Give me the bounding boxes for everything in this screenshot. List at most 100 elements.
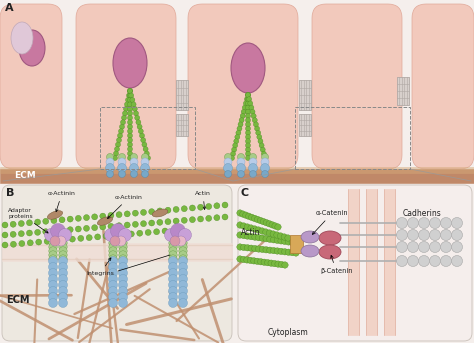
Circle shape: [396, 229, 408, 240]
Circle shape: [168, 269, 177, 277]
Circle shape: [246, 97, 252, 102]
Text: Adaptor
proteins: Adaptor proteins: [8, 208, 48, 233]
Ellipse shape: [47, 211, 63, 219]
Circle shape: [248, 225, 254, 231]
Circle shape: [118, 228, 131, 241]
Circle shape: [59, 227, 65, 233]
Circle shape: [120, 120, 126, 125]
Circle shape: [246, 93, 250, 97]
Circle shape: [140, 210, 146, 215]
Circle shape: [246, 151, 250, 156]
Circle shape: [165, 219, 171, 225]
Circle shape: [2, 242, 8, 248]
Circle shape: [240, 244, 247, 251]
Circle shape: [179, 293, 188, 301]
Circle shape: [58, 293, 67, 301]
Circle shape: [48, 257, 57, 265]
Circle shape: [396, 241, 408, 252]
Circle shape: [248, 101, 253, 106]
Circle shape: [169, 255, 177, 263]
Circle shape: [173, 206, 179, 212]
Bar: [366, 189, 377, 335]
Bar: [176, 114, 188, 136]
Circle shape: [440, 217, 452, 228]
Circle shape: [128, 124, 133, 129]
Circle shape: [293, 240, 299, 246]
Circle shape: [272, 260, 278, 267]
Circle shape: [169, 251, 177, 259]
Circle shape: [27, 230, 32, 236]
Circle shape: [112, 155, 118, 161]
Circle shape: [285, 235, 291, 241]
Circle shape: [10, 241, 17, 247]
Circle shape: [56, 236, 66, 246]
Circle shape: [267, 236, 273, 243]
Circle shape: [157, 219, 163, 225]
Circle shape: [128, 129, 133, 134]
Circle shape: [95, 234, 100, 240]
Circle shape: [169, 243, 177, 251]
Circle shape: [135, 115, 140, 120]
Bar: [348, 189, 359, 335]
Circle shape: [128, 106, 133, 111]
Circle shape: [10, 221, 16, 227]
Circle shape: [248, 245, 255, 251]
Circle shape: [35, 229, 41, 235]
Circle shape: [59, 243, 67, 251]
Circle shape: [49, 243, 57, 251]
Circle shape: [173, 218, 179, 224]
Circle shape: [257, 134, 262, 140]
Circle shape: [137, 230, 143, 236]
Circle shape: [244, 257, 250, 263]
Circle shape: [246, 101, 250, 106]
Text: Actin: Actin: [241, 228, 261, 237]
Circle shape: [49, 255, 57, 263]
Circle shape: [260, 218, 266, 225]
Circle shape: [130, 158, 138, 166]
Circle shape: [109, 281, 118, 289]
Circle shape: [111, 233, 118, 238]
Circle shape: [408, 256, 419, 267]
Circle shape: [225, 154, 231, 161]
Circle shape: [130, 170, 137, 177]
Circle shape: [229, 155, 235, 161]
Circle shape: [128, 97, 133, 103]
Circle shape: [48, 262, 57, 272]
Circle shape: [134, 111, 138, 116]
Circle shape: [251, 114, 256, 118]
Circle shape: [222, 202, 228, 208]
Bar: [2, 243, 232, 261]
Circle shape: [251, 258, 257, 264]
Circle shape: [19, 240, 25, 247]
Bar: [176, 80, 188, 110]
Circle shape: [67, 227, 73, 233]
Circle shape: [259, 235, 265, 241]
Circle shape: [181, 217, 187, 223]
Circle shape: [78, 235, 84, 241]
Text: ECM: ECM: [14, 172, 36, 180]
Bar: [299, 80, 311, 110]
Circle shape: [109, 251, 117, 259]
Circle shape: [190, 217, 195, 223]
Circle shape: [119, 251, 127, 259]
Circle shape: [251, 215, 258, 222]
Circle shape: [275, 261, 281, 267]
Circle shape: [118, 257, 128, 265]
Circle shape: [257, 259, 264, 265]
Text: α-Catenin: α-Catenin: [312, 210, 348, 234]
Circle shape: [254, 258, 261, 264]
Circle shape: [50, 236, 60, 246]
Circle shape: [164, 228, 177, 241]
Circle shape: [237, 158, 245, 166]
Circle shape: [198, 216, 203, 222]
Circle shape: [118, 286, 128, 296]
Circle shape: [255, 216, 261, 223]
Circle shape: [268, 260, 274, 267]
Circle shape: [124, 211, 130, 217]
Circle shape: [58, 269, 67, 277]
Circle shape: [109, 293, 118, 301]
Circle shape: [244, 224, 251, 230]
Circle shape: [270, 247, 277, 254]
Text: Actin: Actin: [195, 191, 211, 210]
Circle shape: [128, 138, 133, 143]
